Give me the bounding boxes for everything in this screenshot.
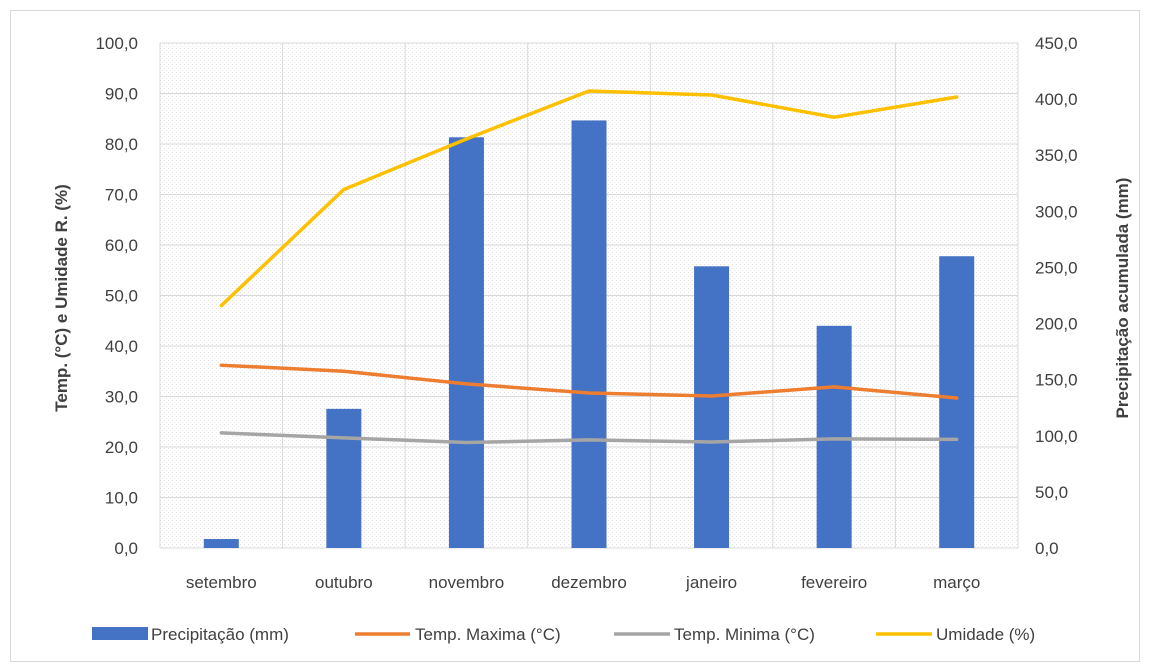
left-tick-label: 0,0 xyxy=(114,539,138,558)
left-axis-ticks: 0,0 10,0 20,0 30,0 40,0 50,0 60,0 70,0 80,0 90,0 1… xyxy=(95,34,138,558)
umidade-line xyxy=(219,89,959,308)
right-tick-label: 150,0 xyxy=(1035,371,1078,390)
precipitation-bar xyxy=(571,120,607,548)
right-tick-label: 350,0 xyxy=(1035,146,1078,165)
temp-maxima-c-line xyxy=(219,363,959,400)
precipitation-bar xyxy=(448,137,484,548)
right-tick-label: 200,0 xyxy=(1035,315,1078,334)
left-axis-title: Temp. (°C) e Umidade R. (%) xyxy=(52,184,71,412)
right-tick-label: 450,0 xyxy=(1035,34,1078,53)
precipitation-bar xyxy=(816,325,852,548)
right-tick-label: 300,0 xyxy=(1035,202,1078,221)
right-tick-label: 0,0 xyxy=(1035,539,1059,558)
legend-swatch-bar xyxy=(92,627,148,640)
left-tick-label: 30,0 xyxy=(105,388,138,407)
right-axis-ticks: 0,0 50,0 100,0 150,0 200,0 250,0 300,0 350,0 400… xyxy=(1035,34,1078,558)
x-tick-label: outubro xyxy=(315,573,373,592)
temp-minima-c-line xyxy=(219,431,959,445)
left-tick-label: 70,0 xyxy=(105,186,138,205)
precipitation-bar xyxy=(203,539,239,548)
right-tick-label: 250,0 xyxy=(1035,258,1078,277)
bar-series xyxy=(203,120,975,548)
x-tick-label: dezembro xyxy=(551,573,627,592)
legend-label: Umidade (%) xyxy=(936,625,1035,644)
x-tick-label: janeiro xyxy=(685,573,737,592)
left-tick-label: 50,0 xyxy=(105,287,138,306)
x-axis-ticks: setembro outubro novembro dezembro janeiro fe… xyxy=(186,573,980,592)
right-tick-label: 400,0 xyxy=(1035,90,1078,109)
left-tick-label: 90,0 xyxy=(105,85,138,104)
legend-label: Temp. Maxima (°C) xyxy=(415,625,561,644)
left-tick-label: 20,0 xyxy=(105,438,138,457)
right-tick-label: 100,0 xyxy=(1035,427,1078,446)
line-series xyxy=(219,89,959,445)
right-axis-title: Precipitação acumulada (mm) xyxy=(1113,178,1132,419)
precipitation-bar xyxy=(694,266,730,548)
right-tick-label: 50,0 xyxy=(1035,483,1068,502)
left-tick-label: 80,0 xyxy=(105,135,138,154)
precipitation-bar xyxy=(939,256,975,548)
left-tick-label: 40,0 xyxy=(105,337,138,356)
left-tick-label: 60,0 xyxy=(105,236,138,255)
x-tick-label: fevereiro xyxy=(801,573,867,592)
legend: Precipitação (mm) Temp. Maxima (°C) Temp. … xyxy=(92,625,1035,644)
left-tick-label: 10,0 xyxy=(105,489,138,508)
precipitation-bar xyxy=(326,408,362,548)
x-tick-label: setembro xyxy=(186,573,257,592)
x-tick-label: novembro xyxy=(429,573,505,592)
left-tick-label: 100,0 xyxy=(95,34,138,53)
legend-label: Temp. Minima (°C) xyxy=(674,625,815,644)
x-tick-label: março xyxy=(933,573,980,592)
legend-label: Precipitação (mm) xyxy=(151,625,289,644)
